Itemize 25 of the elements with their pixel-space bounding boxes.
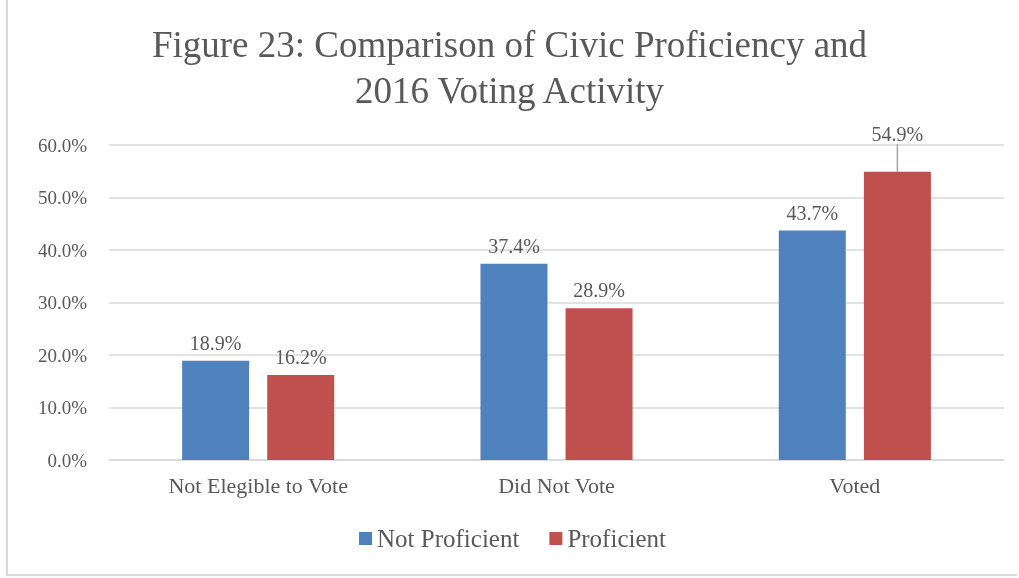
y-tick-label: 50.0% [37,187,88,208]
x-tick-label: Voted [829,472,881,498]
data-label: 43.7% [786,201,839,224]
bar [863,171,931,460]
y-tick-label: 60.0% [37,134,88,156]
data-label: 54.9% [871,122,924,145]
y-tick-label: 0.0% [47,449,88,471]
x-tick-label: Not Elegible to Vote [168,472,348,498]
bar [565,308,633,460]
y-tick-label: 20.0% [37,344,88,366]
legend-label: Proficient [567,525,667,552]
bar [182,360,250,460]
x-tick-label: Did Not Vote [498,472,615,498]
chart-title: Figure 23: Comparison of Civic Proficiency and 2016 Voting Activity [150,23,869,113]
data-label: 37.4% [488,234,540,257]
y-tick-label: 10.0% [37,397,88,418]
bar [480,263,548,460]
data-label: 18.9% [189,331,242,354]
legend-label: Not Proficient [377,525,520,552]
bar [267,374,335,460]
data-label: 16.2% [274,345,327,368]
data-label: 28.9% [573,279,625,302]
y-tick-label: 30.0% [37,292,88,313]
y-tick-label: 40.0% [37,239,88,261]
bar [778,230,846,460]
